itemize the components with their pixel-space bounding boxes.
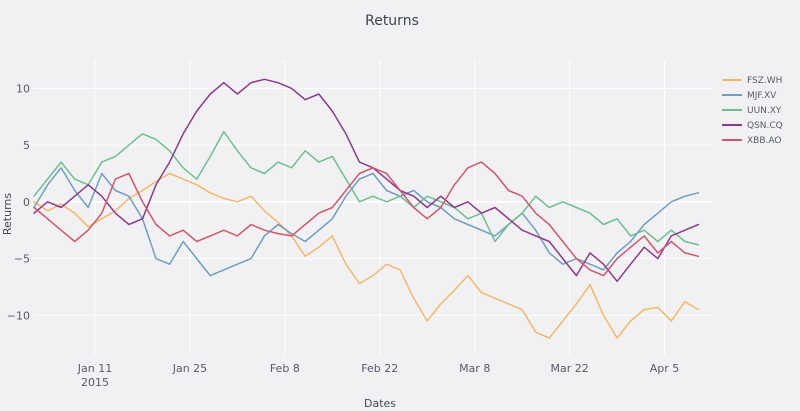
legend-item-qsn-cq[interactable]: QSN.CQ [722,121,783,131]
legend-label: XBB.AO [747,136,781,146]
legend-label: UUN.XY [747,106,782,116]
chart-title: Returns [365,13,419,29]
x-tick-label: Jan 11 [77,362,112,375]
legend[interactable]: FSZ.WH MJF.XV UUN.XY QSN.CQ XBB.AO [722,76,783,146]
legend-label: MJF.XV [747,91,777,101]
y-tick-label: 10 [16,82,30,95]
x-tick-sublabel: 2015 [81,376,109,389]
series-line-qsn-cq [33,78,700,283]
x-tick-label: Feb 22 [361,362,398,375]
x-tick-label: Feb 8 [270,362,300,375]
x-tick-label: Mar 8 [459,362,490,375]
y-tick-label: 5 [23,139,30,152]
y-axis-ticks: 10 5 0 −5 −10 [7,82,30,322]
legend-item-mjf-xv[interactable]: MJF.XV [722,91,777,101]
y-axis-title: Returns [1,193,14,236]
legend-item-uun-xy[interactable]: UUN.XY [722,106,782,116]
legend-item-xbb-ao[interactable]: XBB.AO [722,136,781,146]
series-lines [33,78,700,339]
y-tick-label: 0 [23,196,30,209]
x-tick-label: Jan 25 [172,362,207,375]
series-line-uun-xy [33,130,700,246]
legend-item-fsz-wh[interactable]: FSZ.WH [722,76,782,86]
grid [34,60,712,355]
x-axis-title: Dates [364,397,396,410]
y-tick-label: −10 [7,309,30,322]
legend-label: FSZ.WH [747,76,782,86]
x-tick-label: Mar 22 [550,362,588,375]
legend-label: QSN.CQ [747,121,783,131]
series-line-xbb-ao [33,161,700,277]
y-tick-label: −5 [14,253,30,266]
series-line-fsz-wh [33,172,700,339]
series-line-mjf-xv [33,167,700,277]
x-tick-label: Apr 5 [650,362,680,375]
